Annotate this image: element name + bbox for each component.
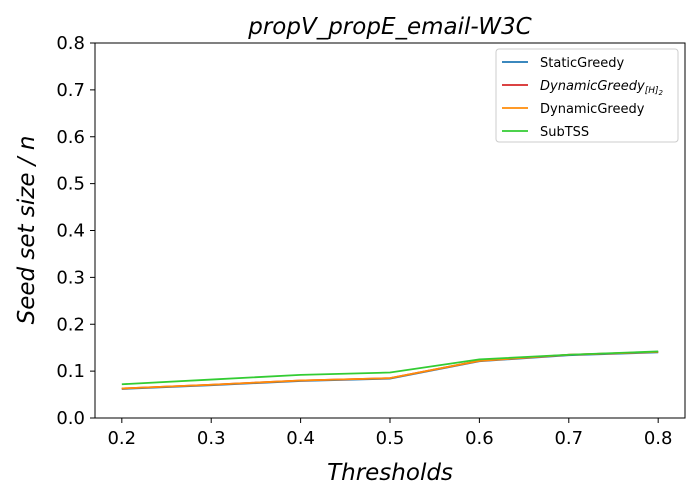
chart-title: propV_propE_email-W3C xyxy=(247,14,531,40)
y-tick-label: 0.7 xyxy=(56,80,85,101)
x-tick-label: 0.6 xyxy=(465,428,494,449)
series-line-0 xyxy=(121,351,659,390)
legend: StaticGreedy DynamicGreedy[H]2 DynamicGree… xyxy=(495,48,679,143)
series-line-1 xyxy=(121,351,659,390)
x-tick-label: 0.3 xyxy=(197,428,226,449)
x-tick-label: 0.7 xyxy=(554,428,583,449)
legend-box xyxy=(495,48,679,143)
y-tick-label: 0.4 xyxy=(56,221,85,242)
legend-label: DynamicGreedy xyxy=(540,102,645,117)
series-line-2 xyxy=(121,351,659,390)
x-tick-label: 0.8 xyxy=(644,428,673,449)
y-tick-label: 0.1 xyxy=(56,361,85,382)
x-tick-label: 0.5 xyxy=(376,428,405,449)
y-axis-title: Seed set size / n xyxy=(14,136,40,325)
y-tick-label: 0.2 xyxy=(56,314,85,335)
x-axis-title: Thresholds xyxy=(327,460,453,486)
y-tick-label: 0.0 xyxy=(56,408,85,429)
legend-label: SubTSS xyxy=(540,125,589,140)
plot-area: 0.2 0.3 0.4 0.5 0.6 0.7 0.8 0.0 0.1 0.2 0.3 0.4 0.5 0… xyxy=(56,33,686,449)
x-tick-label: 0.2 xyxy=(107,428,136,449)
y-tick-label: 0.3 xyxy=(56,267,85,288)
y-tick-label: 0.6 xyxy=(56,127,85,148)
series-line-3 xyxy=(121,350,659,386)
x-tick-label: 0.4 xyxy=(286,428,315,449)
y-tick-label: 0.8 xyxy=(56,33,85,54)
legend-label: StaticGreedy xyxy=(540,56,625,71)
legend-label: DynamicGreedy[H]2 xyxy=(540,79,664,97)
y-tick-label: 0.5 xyxy=(56,174,85,195)
